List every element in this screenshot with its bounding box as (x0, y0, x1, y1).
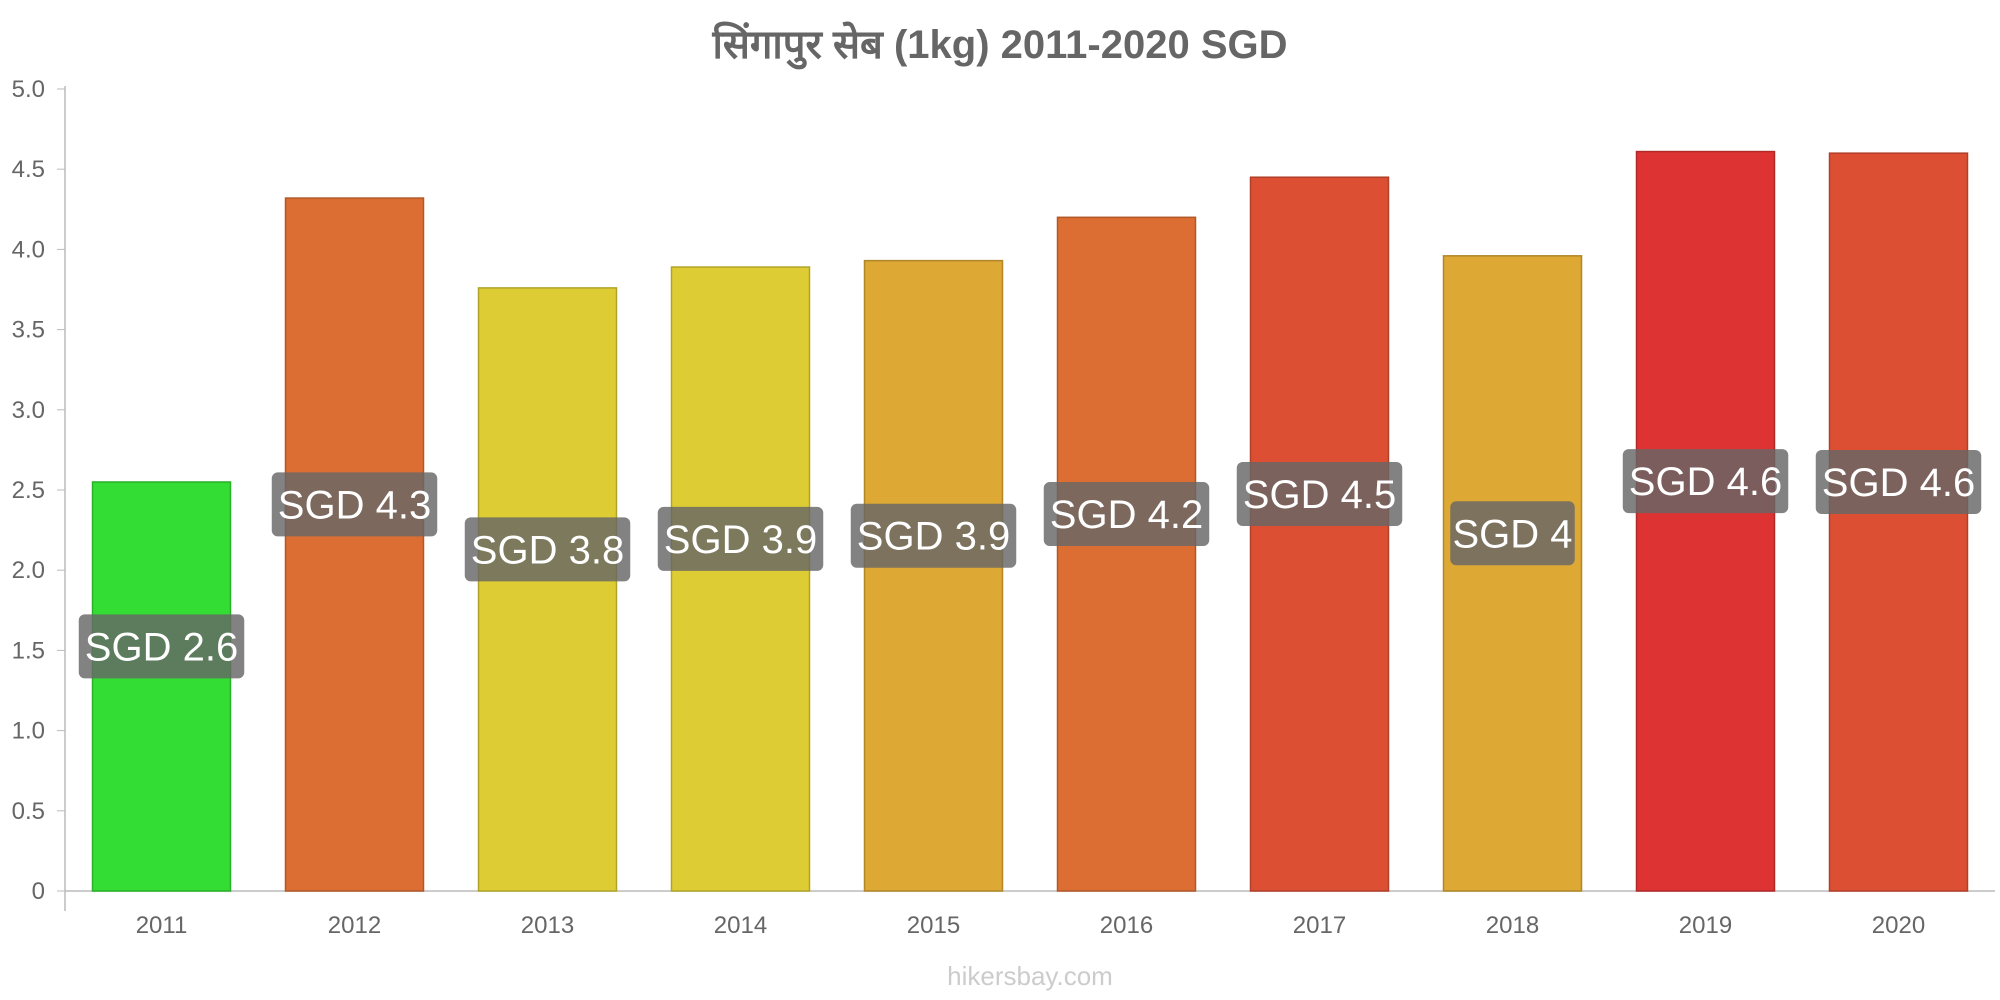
data-label-2014: SGD 3.9 (657, 506, 824, 571)
data-label-2012: SGD 4.3 (271, 472, 438, 537)
bar-2019 (1635, 150, 1776, 892)
data-labels-group: SGD 2.6 SGD 4.3 SGD 3.8 SGD 3.9 SGD 3.9 SGD 4… (78, 449, 1982, 679)
data-label-box (1236, 462, 1403, 527)
x-tick-label: 2016 (1100, 912, 1153, 939)
bar-2014 (670, 266, 811, 892)
data-label-box (464, 517, 631, 582)
data-label-box (1815, 449, 1982, 514)
data-label-text: SGD 3.8 (471, 528, 624, 572)
y-tick-label: 5.0 (12, 76, 45, 103)
data-label-box (271, 472, 438, 537)
data-label-box (1043, 482, 1210, 547)
bars-group (91, 150, 1969, 892)
x-axis: 2011 2012 2013 2014 2015 2016 2017 2018 2019 2020 (65, 890, 1995, 939)
data-label-box (1450, 501, 1575, 566)
data-label-text: SGD 4.6 (1629, 460, 1782, 504)
y-tick-label: 3.0 (12, 397, 45, 424)
x-tick-label: 2019 (1679, 912, 1732, 939)
data-label-2017: SGD 4.5 (1236, 462, 1403, 527)
bar-2015 (863, 259, 1004, 892)
bar-2020 (1828, 152, 1969, 892)
data-label-text: SGD 4.2 (1050, 493, 1203, 537)
y-tick-label: 0.5 (12, 798, 45, 825)
chart-title: सिंगापुर सेब (1kg) 2011-2020 SGD (711, 21, 1287, 70)
x-tick-label: 2018 (1486, 912, 1539, 939)
bar-2012 (284, 197, 425, 892)
data-label-text: SGD 3.9 (857, 515, 1010, 559)
bar-2016 (1056, 216, 1197, 892)
data-label-2015: SGD 3.9 (850, 503, 1017, 568)
x-tick-label: 2020 (1872, 912, 1925, 939)
bar-2018 (1442, 255, 1583, 892)
data-label-text: SGD 4 (1452, 512, 1572, 556)
bar-2011 (91, 481, 232, 892)
y-axis: 0 0.5 1.0 1.5 2.0 2.5 3.0 3.5 4.0 4.5 5.0 (12, 76, 66, 911)
bar-2017 (1249, 176, 1390, 892)
data-label-text: SGD 4.5 (1243, 473, 1396, 517)
x-tick-label: 2017 (1293, 912, 1346, 939)
x-tick-label: 2012 (328, 912, 381, 939)
x-tick-label: 2015 (907, 912, 960, 939)
data-label-text: SGD 4.6 (1822, 461, 1975, 505)
watermark: hikersbay.com (947, 961, 1113, 991)
y-tick-label: 2.0 (12, 557, 45, 584)
y-tick-label: 1.0 (12, 718, 45, 745)
data-label-2019: SGD 4.6 (1622, 449, 1789, 514)
x-tick-label: 2011 (136, 912, 188, 939)
data-label-box (1622, 449, 1789, 514)
y-tick-label: 0 (32, 878, 45, 905)
y-tick-label: 1.5 (12, 637, 45, 664)
data-label-box (850, 503, 1017, 568)
data-label-2016: SGD 4.2 (1043, 482, 1210, 547)
data-label-text: SGD 2.6 (85, 625, 238, 669)
data-label-box (78, 614, 245, 679)
data-label-2020: SGD 4.6 (1815, 449, 1982, 514)
x-tick-label: 2014 (714, 912, 767, 939)
data-label-text: SGD 3.9 (664, 518, 817, 562)
data-label-2011: SGD 2.6 (78, 614, 245, 679)
data-label-text: SGD 4.3 (278, 483, 431, 527)
y-tick-label: 3.5 (12, 317, 45, 344)
y-tick-label: 4.0 (12, 236, 45, 263)
data-label-2018: SGD 4 (1450, 501, 1575, 566)
x-tick-label: 2013 (521, 912, 574, 939)
y-tick-label: 4.5 (12, 156, 45, 183)
bar-2013 (477, 287, 618, 892)
y-tick-label: 2.5 (12, 477, 45, 504)
data-label-2013: SGD 3.8 (464, 517, 631, 582)
data-label-box (657, 506, 824, 571)
